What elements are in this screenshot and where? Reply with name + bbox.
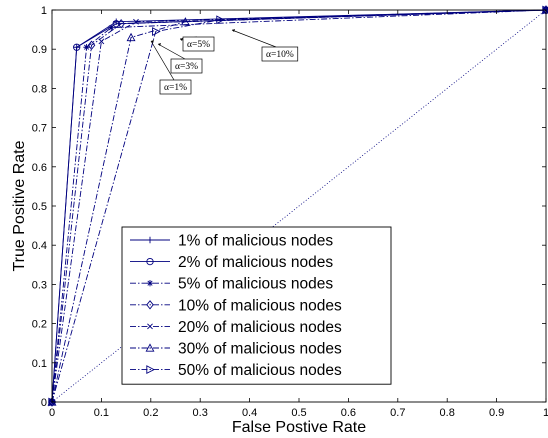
y-tick-label: 1 [41, 5, 47, 17]
y-tick-label: 0.9 [32, 44, 47, 56]
y-tick-label: 0.6 [32, 162, 47, 174]
legend-label: 30% of malicious nodes [178, 341, 342, 358]
legend-label: 1% of malicious nodes [178, 233, 333, 250]
annotation-4: α=10% [231, 29, 299, 62]
y-axis-title: True Positive Rate [11, 140, 28, 271]
y-tick-label: 0.5 [32, 201, 47, 213]
legend-item-1: 1% of malicious nodes [130, 233, 333, 250]
legend-marker [147, 323, 153, 330]
y-tick-label: 0.2 [32, 319, 47, 331]
annotation-arrow-head [158, 43, 161, 46]
legend-label: 20% of malicious nodes [178, 319, 342, 336]
legend-marker [146, 365, 155, 375]
legend-box [121, 226, 392, 385]
legend-label: 2% of malicious nodes [178, 254, 333, 271]
y-tick-label: 0.1 [32, 358, 47, 370]
x-tick-label: 0.6 [341, 407, 356, 419]
annotation-label: α=3% [175, 62, 198, 72]
annotation-arrow [231, 29, 277, 48]
legend-marker [145, 343, 155, 352]
x-tick-label: 1 [543, 407, 548, 419]
legend-item-2: 2% of malicious nodes [130, 254, 333, 271]
y-tick-label: 0.4 [32, 240, 47, 252]
legend-label: 50% of malicious nodes [178, 362, 342, 379]
annotation-box [159, 79, 192, 95]
x-axis-title: False Postive Rate [232, 419, 366, 436]
legend-item-3: 5% of malicious nodes [130, 276, 333, 293]
series-line-3 [51, 9, 547, 403]
annotation-box [170, 58, 203, 74]
annotation-label: α=1% [164, 83, 187, 93]
series-4-point [117, 18, 125, 29]
legend-item-4: 10% of malicious nodes [130, 297, 342, 314]
legend-marker [146, 257, 154, 266]
series-line-7 [51, 9, 547, 403]
x-tick-label: 0.3 [193, 407, 208, 419]
series-line-6 [51, 9, 547, 403]
annotation-arrow [157, 43, 186, 60]
series-6-point [126, 32, 136, 42]
series-2-point [112, 20, 120, 28]
series-3-point [108, 24, 115, 31]
x-tick-label: 0.5 [291, 407, 306, 419]
legend-marker [146, 300, 154, 310]
legend-item-7: 50% of malicious nodes [130, 362, 342, 379]
x-tick-label: 0.9 [489, 407, 504, 419]
annotation-label: α=5% [187, 40, 210, 50]
annotation-arrow-head [232, 29, 235, 32]
series-2-point [73, 43, 81, 51]
x-tick-label: 0.7 [390, 407, 405, 419]
legend-label: 10% of malicious nodes [178, 297, 342, 314]
legend-item-5: 20% of malicious nodes [130, 319, 342, 336]
annotation-arrow-head [151, 40, 154, 43]
legend-marker [146, 280, 154, 287]
series-6-point [180, 17, 190, 26]
series-5-point [133, 18, 139, 25]
x-tick-label: 0.4 [242, 407, 257, 419]
annotation-arrow-head [180, 38, 183, 41]
annotation-arrow [150, 40, 175, 81]
series-5-point [98, 38, 105, 45]
series-7-point [216, 15, 225, 25]
y-tick-label: 0.8 [32, 83, 47, 95]
legend-marker [146, 236, 154, 244]
series-7-point [152, 27, 161, 36]
x-tick-label: 0.8 [440, 407, 455, 419]
x-tick-label: 0.2 [143, 407, 158, 419]
y-tick-label: 0 [41, 397, 47, 409]
annotation-label: α=10% [266, 50, 294, 60]
x-tick-label: 0.1 [94, 407, 109, 419]
x-tick-label: 0 [49, 407, 55, 419]
y-tick-label: 0.3 [32, 279, 47, 291]
annotation-box [182, 36, 215, 52]
series-line-5 [51, 9, 547, 403]
annotation-1: α=1% [150, 40, 192, 95]
series-3-point [83, 44, 90, 51]
legend-item-6: 30% of malicious nodes [130, 341, 342, 358]
annotation-3: α=5% [179, 36, 215, 52]
y-tick-label: 0.7 [32, 123, 47, 135]
series-line-4 [51, 9, 547, 403]
annotation-box [261, 46, 299, 62]
annotation-2: α=3% [157, 43, 203, 74]
series-4-point [87, 40, 96, 51]
legend-label: 5% of malicious nodes [178, 276, 333, 293]
